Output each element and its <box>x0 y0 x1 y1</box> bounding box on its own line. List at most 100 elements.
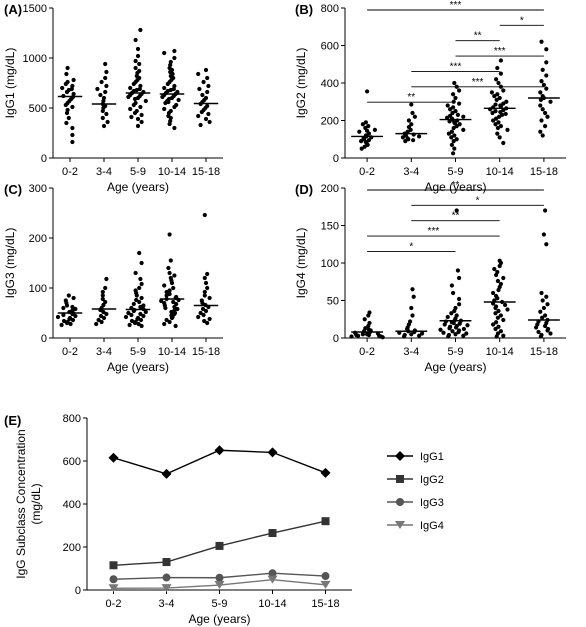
series-marker-IgG1 <box>161 468 172 479</box>
data-point <box>490 110 495 116</box>
series-marker-IgG4 <box>108 584 119 593</box>
data-point <box>450 329 455 334</box>
y-tick-label: 200 <box>63 542 81 554</box>
data-point <box>359 139 364 144</box>
data-point <box>203 308 209 314</box>
data-point <box>543 208 548 213</box>
data-point <box>365 142 370 147</box>
data-point <box>493 102 498 107</box>
data-point <box>461 127 466 132</box>
data-point <box>164 317 169 323</box>
x-tick-label: 0-2 <box>62 346 78 358</box>
data-point <box>366 131 371 136</box>
y-tick-label: 600 <box>321 41 339 53</box>
significance-label: *** <box>472 77 484 88</box>
data-point <box>163 100 168 106</box>
data-point <box>505 307 510 312</box>
data-point <box>197 86 202 92</box>
x-tick-label: 10-14 <box>258 598 286 610</box>
data-point <box>135 53 141 59</box>
data-point <box>101 315 107 321</box>
data-point <box>198 310 203 316</box>
data-point <box>465 323 470 328</box>
data-point <box>451 320 456 326</box>
data-point <box>366 313 371 318</box>
data-point <box>60 85 65 91</box>
legend-marker <box>395 451 405 461</box>
data-point <box>366 138 371 143</box>
data-point <box>540 298 545 303</box>
significance-label: * <box>520 15 524 26</box>
series-marker-IgG3 <box>215 573 224 582</box>
data-point <box>139 295 144 301</box>
data-point <box>446 131 451 136</box>
data-point <box>461 333 466 338</box>
data-point <box>453 95 458 101</box>
data-point <box>455 268 460 273</box>
x-axis-title: Age (years) <box>424 360 486 374</box>
data-point <box>55 314 61 320</box>
data-point <box>172 273 177 278</box>
x-axis-title: Age (years) <box>107 360 169 374</box>
data-point <box>400 135 405 140</box>
data-point <box>451 92 456 97</box>
data-point <box>410 287 415 292</box>
y-axis-title: IgG Subclass Concentration(mg/dL) <box>14 429 43 578</box>
data-point <box>64 110 70 116</box>
data-point <box>454 325 459 330</box>
data-point <box>127 322 132 328</box>
data-point <box>538 97 544 102</box>
x-tick-label: 3-4 <box>403 346 419 358</box>
data-point <box>66 115 71 121</box>
data-point <box>491 118 496 123</box>
data-point <box>173 323 178 329</box>
data-point <box>199 109 204 115</box>
legend-label: IgG2 <box>420 474 444 486</box>
data-point <box>132 320 138 326</box>
data-point <box>493 122 498 127</box>
legend-label: IgG1 <box>420 451 444 463</box>
data-point <box>362 144 367 149</box>
data-point <box>365 89 370 94</box>
data-point <box>498 329 503 334</box>
data-point <box>128 106 133 112</box>
data-point <box>123 314 129 320</box>
data-point <box>544 294 549 299</box>
data-point <box>70 132 75 138</box>
data-point <box>408 127 413 132</box>
data-point <box>548 99 553 104</box>
x-tick-label: 10-14 <box>158 166 186 178</box>
panel-label: (B) <box>295 2 313 17</box>
data-point <box>100 108 105 114</box>
series-marker-IgG1 <box>214 445 225 456</box>
y-tick-label: 500 <box>29 103 47 115</box>
data-point <box>200 300 205 306</box>
data-point <box>372 127 377 132</box>
data-point <box>171 285 176 291</box>
data-point <box>538 334 544 339</box>
y-tick-label: 600 <box>63 456 81 468</box>
data-point <box>61 318 67 324</box>
data-point <box>171 299 176 305</box>
data-point <box>133 65 138 71</box>
series-marker-IgG1 <box>267 447 278 458</box>
data-point <box>496 287 501 293</box>
data-point <box>412 114 417 119</box>
data-point <box>360 332 365 337</box>
data-point <box>70 139 75 145</box>
data-point <box>536 329 541 335</box>
x-tick-label: 3-4 <box>96 166 112 178</box>
data-point <box>206 111 211 117</box>
panel-label: (C) <box>4 182 22 197</box>
y-tick-label: 100 <box>321 258 339 270</box>
y-tick-label: 800 <box>321 3 339 15</box>
data-point <box>445 314 450 320</box>
data-point <box>100 296 105 302</box>
data-point <box>131 301 136 307</box>
data-point <box>101 123 107 129</box>
data-point <box>133 58 138 64</box>
data-point <box>545 302 550 307</box>
data-point <box>405 129 410 134</box>
data-point <box>538 129 543 134</box>
x-tick-label: 15-18 <box>311 598 339 610</box>
